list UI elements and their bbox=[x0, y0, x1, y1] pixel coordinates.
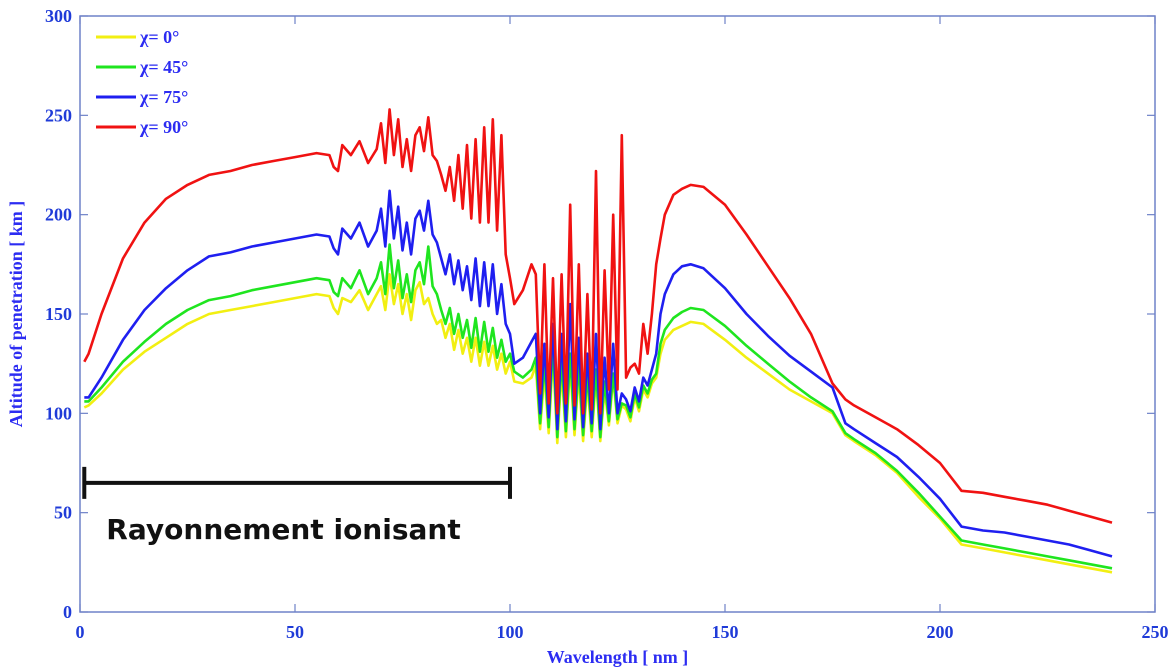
x-tick-label: 200 bbox=[927, 622, 954, 642]
x-tick-label: 0 bbox=[76, 622, 85, 642]
series-lines bbox=[83, 108, 1113, 574]
legend-label-0: χ= 0° bbox=[139, 27, 179, 47]
ionizing-radiation-annotation: Rayonnement ionisant bbox=[82, 466, 512, 546]
y-axis-ticks: 0 50 100 150 200 250 300 bbox=[45, 6, 1155, 622]
x-tick-label: 100 bbox=[497, 622, 524, 642]
y-axis-label: Altitude of penetration [ km ] bbox=[6, 201, 26, 427]
y-tick-label: 200 bbox=[45, 205, 72, 225]
series-line-2 bbox=[84, 189, 1113, 558]
x-tick-label: 150 bbox=[712, 622, 739, 642]
y-tick-label: 0 bbox=[63, 602, 72, 622]
y-tick-label: 50 bbox=[54, 503, 72, 523]
legend-label-1: χ= 45° bbox=[139, 57, 188, 77]
legend-label-2: χ= 75° bbox=[139, 87, 188, 107]
y-tick-label: 300 bbox=[45, 6, 72, 26]
x-tick-label: 250 bbox=[1142, 622, 1169, 642]
series-line-0 bbox=[83, 272, 1113, 574]
y-tick-label: 100 bbox=[45, 403, 72, 423]
x-tick-label: 50 bbox=[286, 622, 304, 642]
legend: χ= 0° χ= 45° χ= 75° χ= 90° bbox=[96, 27, 188, 137]
x-axis-label: Wavelength [ nm ] bbox=[547, 647, 689, 667]
legend-label-3: χ= 90° bbox=[139, 117, 188, 137]
series-line-3 bbox=[83, 108, 1113, 524]
x-axis-ticks: 0 50 100 150 200 250 bbox=[76, 16, 1169, 642]
y-tick-label: 150 bbox=[45, 304, 72, 324]
y-tick-label: 250 bbox=[45, 105, 72, 125]
annotation-label: Rayonnement ionisant bbox=[106, 513, 460, 546]
series-line-1 bbox=[84, 243, 1113, 570]
